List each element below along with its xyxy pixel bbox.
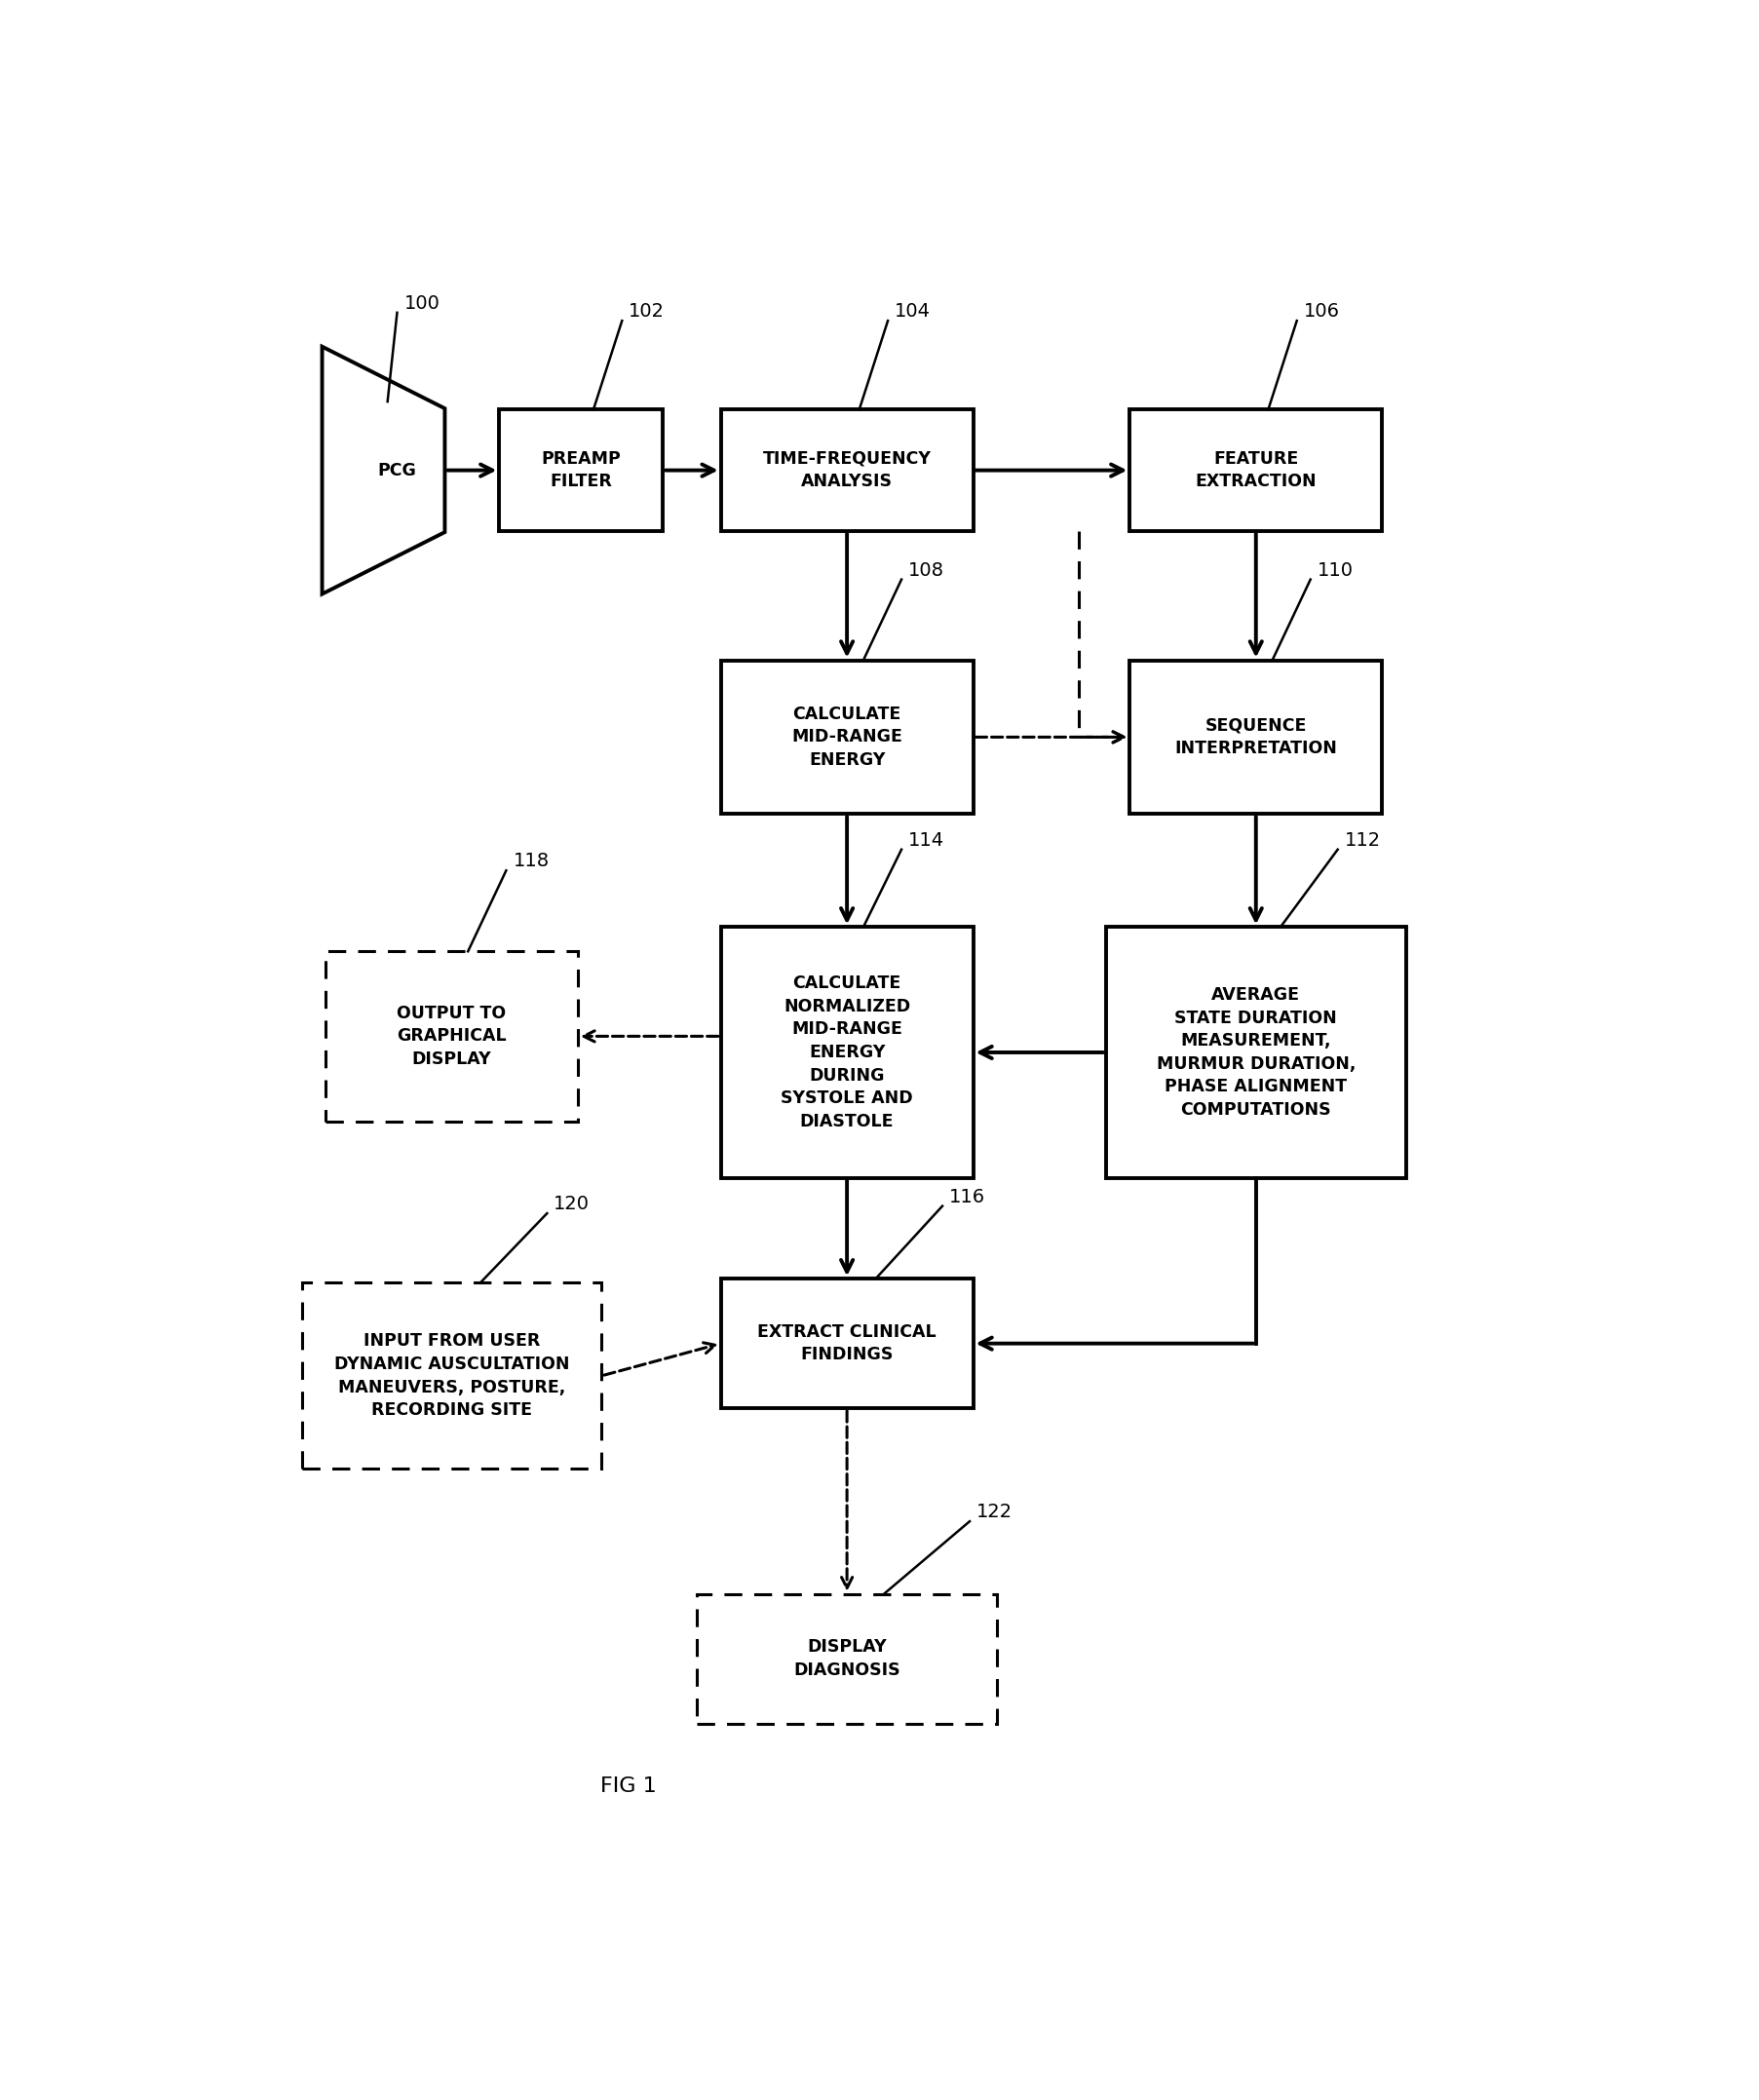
- FancyBboxPatch shape: [325, 951, 577, 1121]
- Text: 106: 106: [1303, 302, 1340, 321]
- FancyBboxPatch shape: [721, 1279, 973, 1409]
- FancyBboxPatch shape: [1106, 926, 1405, 1178]
- FancyBboxPatch shape: [1129, 659, 1383, 815]
- Polygon shape: [322, 346, 445, 594]
- Text: 112: 112: [1344, 832, 1381, 850]
- FancyBboxPatch shape: [721, 926, 973, 1178]
- Text: FIG 1: FIG 1: [602, 1777, 656, 1796]
- FancyBboxPatch shape: [1129, 410, 1383, 531]
- Text: 102: 102: [630, 302, 665, 321]
- Text: 116: 116: [950, 1186, 985, 1205]
- FancyBboxPatch shape: [721, 410, 973, 531]
- Text: 104: 104: [895, 302, 931, 321]
- FancyBboxPatch shape: [721, 659, 973, 815]
- Text: OUTPUT TO
GRAPHICAL
DISPLAY: OUTPUT TO GRAPHICAL DISPLAY: [398, 1004, 507, 1069]
- Text: 100: 100: [405, 294, 440, 313]
- Text: DISPLAY
DIAGNOSIS: DISPLAY DIAGNOSIS: [793, 1638, 901, 1680]
- Text: CALCULATE
MID-RANGE
ENERGY: CALCULATE MID-RANGE ENERGY: [792, 706, 902, 769]
- Text: EXTRACT CLINICAL
FINDINGS: EXTRACT CLINICAL FINDINGS: [758, 1323, 936, 1363]
- Text: 120: 120: [554, 1195, 589, 1214]
- Text: CALCULATE
NORMALIZED
MID-RANGE
ENERGY
DURING
SYSTOLE AND
DIASTOLE: CALCULATE NORMALIZED MID-RANGE ENERGY DU…: [781, 974, 913, 1130]
- Text: 110: 110: [1317, 561, 1353, 580]
- Text: PCG: PCG: [378, 462, 417, 479]
- Text: TIME-FREQUENCY
ANALYSIS: TIME-FREQUENCY ANALYSIS: [763, 449, 931, 491]
- Text: PREAMP
FILTER: PREAMP FILTER: [542, 449, 621, 491]
- Text: AVERAGE
STATE DURATION
MEASUREMENT,
MURMUR DURATION,
PHASE ALIGNMENT
COMPUTATION: AVERAGE STATE DURATION MEASUREMENT, MURM…: [1156, 987, 1356, 1119]
- FancyBboxPatch shape: [303, 1283, 602, 1468]
- FancyBboxPatch shape: [500, 410, 663, 531]
- Text: SEQUENCE
INTERPRETATION: SEQUENCE INTERPRETATION: [1175, 716, 1337, 758]
- Text: 118: 118: [514, 853, 549, 872]
- Text: 108: 108: [908, 561, 945, 580]
- FancyBboxPatch shape: [697, 1594, 997, 1724]
- Text: FEATURE
EXTRACTION: FEATURE EXTRACTION: [1194, 449, 1317, 491]
- Text: INPUT FROM USER
DYNAMIC AUSCULTATION
MANEUVERS, POSTURE,
RECORDING SITE: INPUT FROM USER DYNAMIC AUSCULTATION MAN…: [334, 1334, 570, 1420]
- Text: 122: 122: [976, 1504, 1013, 1520]
- Text: 114: 114: [908, 832, 945, 850]
